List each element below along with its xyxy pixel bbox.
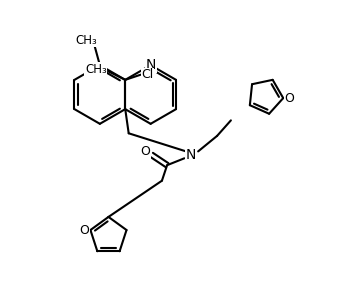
Text: O: O (141, 145, 150, 158)
Text: N: N (186, 148, 196, 162)
Text: CH₃: CH₃ (85, 63, 107, 76)
Text: N: N (145, 58, 156, 72)
Text: O: O (284, 92, 294, 105)
Text: O: O (79, 223, 89, 236)
Text: Cl: Cl (142, 68, 154, 81)
Text: CH₃: CH₃ (75, 34, 97, 47)
